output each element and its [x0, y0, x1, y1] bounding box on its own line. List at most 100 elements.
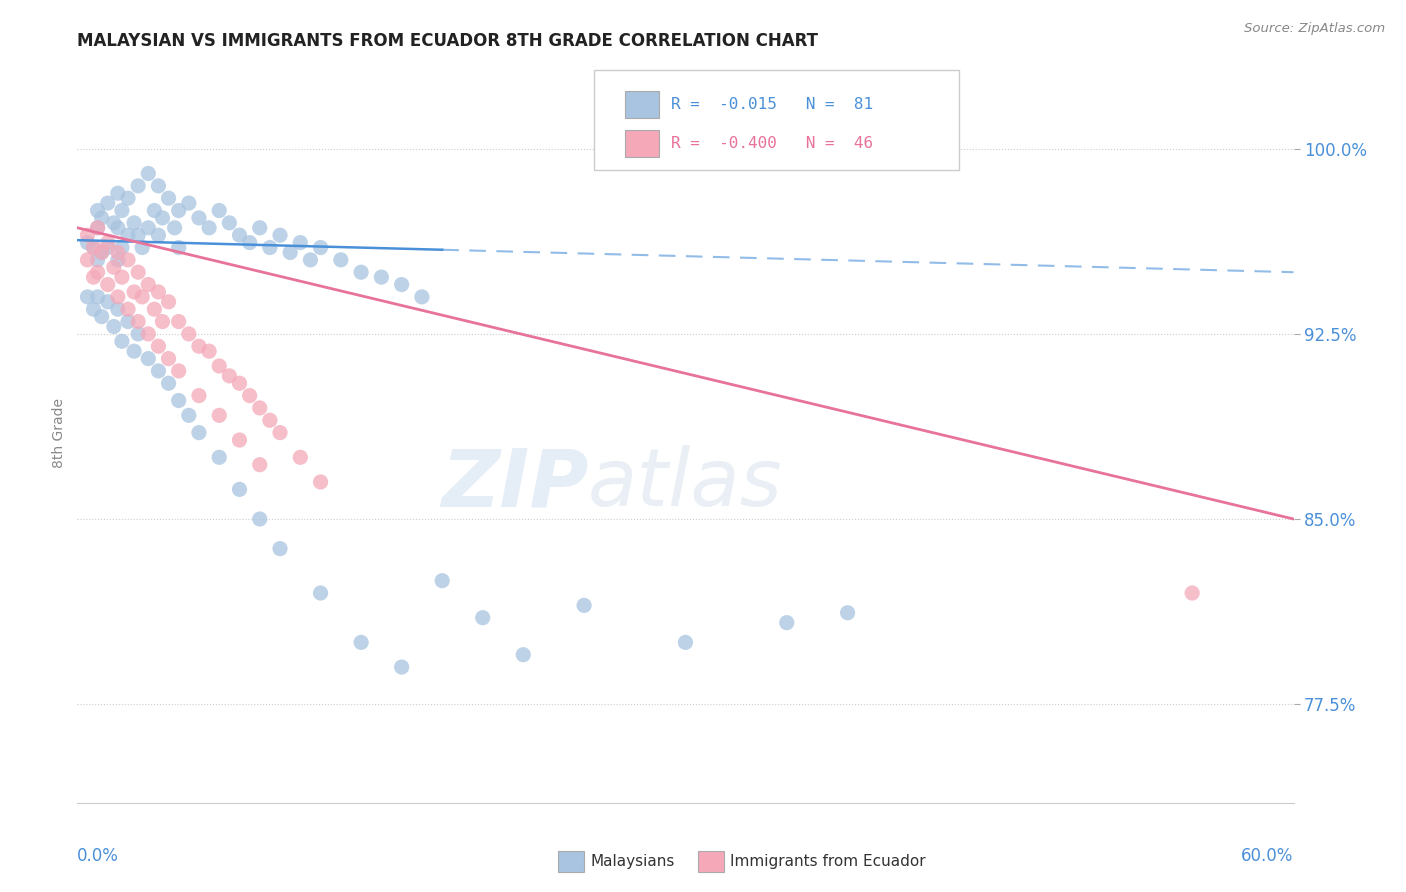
- Point: [122, 344, 145, 359]
- Point: [675, 635, 697, 649]
- Text: atlas: atlas: [588, 445, 783, 524]
- Point: [86, 265, 108, 279]
- Point: [90, 245, 112, 260]
- Point: [208, 203, 231, 218]
- Point: [391, 660, 413, 674]
- Point: [143, 302, 166, 317]
- Point: [127, 178, 149, 193]
- Point: [198, 344, 221, 359]
- Point: [259, 413, 281, 427]
- Point: [309, 586, 332, 600]
- Point: [90, 211, 112, 225]
- Point: [350, 635, 373, 649]
- Point: [83, 240, 105, 254]
- FancyBboxPatch shape: [624, 130, 658, 157]
- Point: [208, 409, 231, 423]
- Point: [259, 240, 281, 254]
- Point: [239, 388, 262, 402]
- Point: [86, 220, 108, 235]
- Point: [249, 512, 271, 526]
- Point: [228, 376, 250, 391]
- Point: [103, 319, 125, 334]
- Point: [391, 277, 413, 292]
- Point: [122, 285, 145, 299]
- Point: [177, 196, 200, 211]
- Point: [122, 216, 145, 230]
- Point: [103, 260, 125, 275]
- Point: [136, 277, 159, 292]
- Point: [239, 235, 262, 250]
- Text: MALAYSIAN VS IMMIGRANTS FROM ECUADOR 8TH GRADE CORRELATION CHART: MALAYSIAN VS IMMIGRANTS FROM ECUADOR 8TH…: [77, 32, 818, 50]
- Point: [97, 294, 120, 309]
- Point: [83, 270, 105, 285]
- Point: [127, 228, 149, 243]
- Text: R =  -0.015   N =  81: R = -0.015 N = 81: [671, 97, 873, 112]
- Point: [107, 186, 129, 201]
- Point: [143, 203, 166, 218]
- Point: [290, 235, 312, 250]
- Point: [776, 615, 799, 630]
- Point: [167, 314, 190, 328]
- Point: [218, 216, 240, 230]
- Point: [111, 270, 134, 285]
- Text: Immigrants from Ecuador: Immigrants from Ecuador: [731, 854, 927, 869]
- Text: R =  -0.400   N =  46: R = -0.400 N = 46: [671, 136, 873, 151]
- Point: [188, 211, 211, 225]
- Text: Malaysians: Malaysians: [591, 854, 675, 869]
- Point: [76, 290, 98, 304]
- Point: [127, 314, 149, 328]
- Point: [111, 334, 134, 349]
- Point: [572, 599, 595, 613]
- Point: [411, 290, 433, 304]
- Point: [97, 196, 120, 211]
- Point: [148, 339, 170, 353]
- Point: [117, 252, 139, 267]
- Point: [86, 290, 108, 304]
- Point: [97, 240, 120, 254]
- Point: [97, 235, 120, 250]
- Point: [249, 220, 271, 235]
- Point: [167, 240, 190, 254]
- Point: [208, 359, 231, 373]
- Point: [136, 166, 159, 180]
- Point: [471, 610, 494, 624]
- Text: Source: ZipAtlas.com: Source: ZipAtlas.com: [1244, 22, 1385, 36]
- Point: [157, 191, 180, 205]
- Point: [269, 228, 291, 243]
- Point: [228, 483, 250, 497]
- Point: [97, 277, 120, 292]
- Point: [103, 216, 125, 230]
- Point: [309, 240, 332, 254]
- Point: [131, 240, 153, 254]
- Point: [228, 433, 250, 447]
- Point: [188, 339, 211, 353]
- Point: [117, 314, 139, 328]
- Point: [512, 648, 534, 662]
- Point: [157, 351, 180, 366]
- Point: [309, 475, 332, 489]
- Point: [127, 265, 149, 279]
- Point: [107, 252, 129, 267]
- Point: [208, 450, 231, 465]
- Point: [86, 203, 108, 218]
- Point: [177, 326, 200, 341]
- Point: [111, 203, 134, 218]
- Point: [136, 326, 159, 341]
- Point: [111, 240, 134, 254]
- Y-axis label: 8th Grade: 8th Grade: [52, 398, 66, 467]
- Point: [188, 425, 211, 440]
- Point: [76, 228, 98, 243]
- Point: [152, 314, 174, 328]
- Point: [350, 265, 373, 279]
- Point: [299, 252, 322, 267]
- Point: [90, 245, 112, 260]
- Point: [148, 178, 170, 193]
- Point: [278, 245, 301, 260]
- Point: [107, 302, 129, 317]
- Point: [148, 285, 170, 299]
- Point: [136, 351, 159, 366]
- Point: [83, 302, 105, 317]
- Point: [86, 220, 108, 235]
- FancyBboxPatch shape: [558, 851, 585, 871]
- Point: [249, 401, 271, 415]
